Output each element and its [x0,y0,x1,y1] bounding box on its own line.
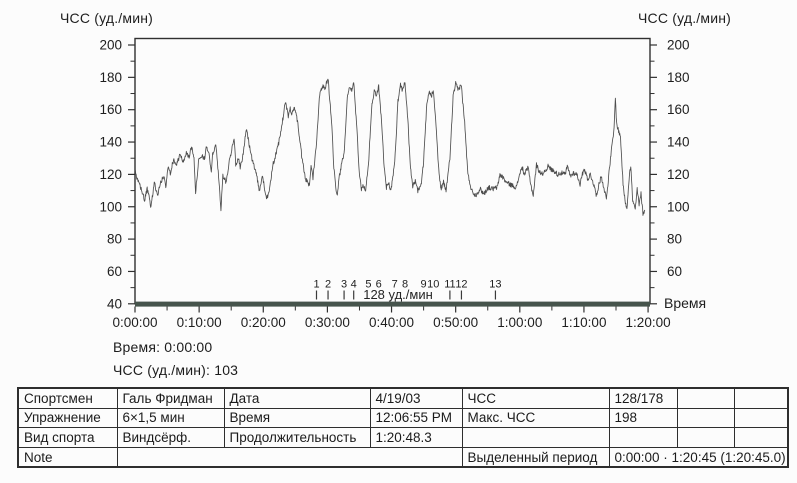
y-tick-label-left: 180 [99,70,122,85]
x-tick-label: 0:10:00 [177,315,222,330]
x-axis-time-label: Время [664,295,707,311]
heart-rate-curve [134,78,646,216]
y-tick-label-right: 100 [667,199,690,214]
value-max-hr: 198 [608,407,678,429]
lap-number: 1 [313,279,319,291]
y-tick-label-right: 120 [667,167,690,182]
empty-cell [676,387,735,409]
value-date: 4/19/03 [369,387,463,409]
x-tick-label: 1:20:00 [626,315,671,330]
x-tick-label: 1:10:00 [561,315,606,330]
lap-number: 9 [421,279,427,291]
lap-number: 4 [351,279,357,291]
y-tick-label-left: 60 [107,264,122,279]
x-tick-label: 0:00:00 [112,315,157,330]
x-tick-label: 0:40:00 [369,315,414,330]
y-tick-label-left: 100 [99,199,122,214]
value-athlete: Галь Фридман [116,387,225,409]
y-tick-label-right: 200 [667,38,690,53]
y-tick-label-right: 140 [667,135,690,150]
x-tick-label: 1:00:00 [497,315,542,330]
label-max-hr: Макс. ЧСС [461,407,610,429]
y-tick-label-left: 80 [107,232,122,247]
lap-number: 12 [455,279,467,291]
value-hr: 128/178 [608,387,678,409]
empty-cell [676,427,735,448]
lap-number: 6 [376,279,382,291]
y-tick-label-right: 60 [667,264,682,279]
label-date: Дата [223,387,371,409]
label-hr: ЧСС [461,387,610,409]
x-axis-ticks: 0:00:00 0:10:00 0:20:00 0:30:00 0:40:00 0:50:… [112,306,671,330]
empty-cell [461,427,610,448]
lap-number: 13 [489,279,501,291]
empty-cell [608,427,678,448]
hr-cursor-annotation: 128 уд./мин [361,287,435,302]
value-duration: 1:20:48.3 [369,427,463,448]
empty-cell [733,387,789,409]
label-exercise: Упражнение [17,407,118,429]
table-row-sport: Вид спорта Виндсёрф. Продолжительность 1… [17,427,789,448]
y-tick-label-left: 200 [99,38,122,53]
x-tick-label: 0:20:00 [241,315,286,330]
y-tick-label-right: 80 [667,232,682,247]
y-tick-label-left: 160 [99,102,122,117]
status-time-line: Время: 0:00:00 [113,339,213,355]
lap-number: 10 [427,279,439,291]
label-note: Note [17,446,118,468]
empty-cell [733,407,789,429]
label-selected-period: Выделенный период [461,446,610,468]
y-tick-label-right: 180 [667,70,690,85]
value-sport: Виндсёрф. [116,427,225,448]
value-time: 12:06:55 PM [369,407,463,429]
label-time: Время [223,407,371,429]
table-row-athlete: Спортсмен Галь Фридман Дата 4/19/03 ЧСС … [17,387,789,409]
table-row-exercise: Упражнение 6×1,5 мин Время 12:06:55 PM М… [17,407,789,429]
empty-cell [733,427,789,448]
lap-number: 7 [392,279,398,291]
value-note [116,446,463,468]
label-sport: Вид спорта [17,427,118,448]
plot-frame [134,37,651,305]
selected-period-bar [135,301,650,307]
label-duration: Продолжительность [223,427,371,448]
session-info-table: Спортсмен Галь Фридман Дата 4/19/03 ЧСС … [17,387,789,469]
x-tick-label: 0:50:00 [433,315,478,330]
table-row-note: Note Выделенный период 0:00:00 · 1:20:45… [17,446,789,468]
value-exercise: 6×1,5 мин [116,407,225,429]
value-selected-period: 0:00:00 · 1:20:45 (1:20:45.0) [608,446,789,468]
plot-frame-rect [134,37,651,305]
y-tick-label-left: 40 [107,296,122,311]
y-axis-unit-label-right: ЧСС (уд./мин) [638,10,732,26]
lap-number: 11 [444,279,455,291]
y-tick-label-left: 120 [99,167,122,182]
status-hr-line: ЧСС (уд./мин): 103 [113,362,239,378]
y-axis-unit-label-left: ЧСС (уд./мин) [60,10,154,26]
lap-number: 3 [341,279,347,291]
y-tick-label-left: 140 [99,135,122,150]
label-athlete: Спортсмен [17,387,118,409]
lap-number: 2 [325,279,331,291]
empty-cell [676,407,735,429]
y-tick-label-right: 160 [667,102,690,117]
lap-number: 5 [365,279,371,291]
lap-number: 8 [402,279,408,291]
x-tick-label: 0:30:00 [305,315,350,330]
